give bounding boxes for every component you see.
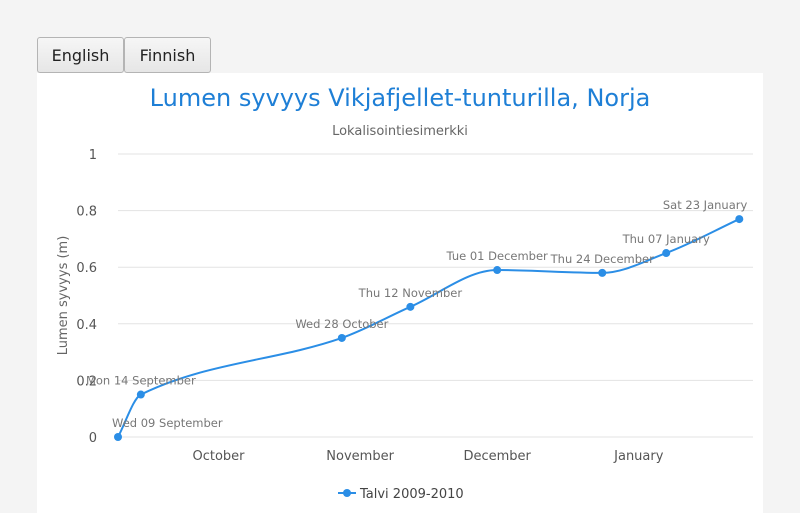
y-tick-label: 0.2 [76,374,97,389]
line-chart: Lumen syvyys Vikjafjellet-tunturilla, No… [56,84,753,502]
y-tick-label: 0 [89,431,97,446]
data-point[interactable] [337,333,346,342]
data-label: Tue 01 December [446,249,548,263]
legend-dot-icon [343,489,351,497]
x-tick-label: January [613,449,664,464]
chart-container: Lumen syvyys Vikjafjellet-tunturilla, No… [37,73,763,513]
x-axis-ticks: October November December January [192,449,663,464]
y-tick-label: 0.4 [76,318,97,333]
x-tick-label: November [326,449,394,464]
x-tick-label: December [463,449,531,464]
finnish-button[interactable]: Finnish [124,37,211,73]
y-axis-title: Lumen syvyys (m) [56,236,71,356]
y-axis-ticks: 0 0.2 0.4 0.6 0.8 1 [76,148,97,446]
y-tick-label: 0.8 [76,205,97,220]
data-point[interactable] [114,433,122,441]
data-label: Thu 12 November [358,286,463,300]
chart-title: Lumen syvyys Vikjafjellet-tunturilla, No… [150,84,651,112]
data-label: Thu 07 January [622,232,710,246]
data-point[interactable] [493,266,502,275]
grid-lines [118,153,753,438]
series-line [117,218,740,438]
english-button[interactable]: English [37,37,124,73]
y-tick-label: 0.6 [76,261,97,276]
data-point[interactable] [598,268,607,277]
data-point[interactable] [406,302,415,311]
data-label: Wed 09 September [112,416,223,430]
data-labels: Wed 09 September Mon 14 September Wed 28 O… [86,198,748,430]
data-label: Sat 23 January [663,198,748,212]
data-label: Wed 28 October [295,317,388,331]
data-point[interactable] [735,215,744,224]
legend-label: Talvi 2009-2010 [359,487,464,502]
data-point[interactable] [662,249,671,258]
data-label: Mon 14 September [86,374,196,388]
data-points [114,215,744,441]
y-tick-label: 1 [89,148,97,163]
x-tick-label: October [192,449,245,464]
legend[interactable]: Talvi 2009-2010 [338,487,464,502]
chart-subtitle: Lokalisointiesimerkki [332,124,468,139]
data-point[interactable] [136,390,145,399]
data-label: Thu 24 December [550,252,654,266]
